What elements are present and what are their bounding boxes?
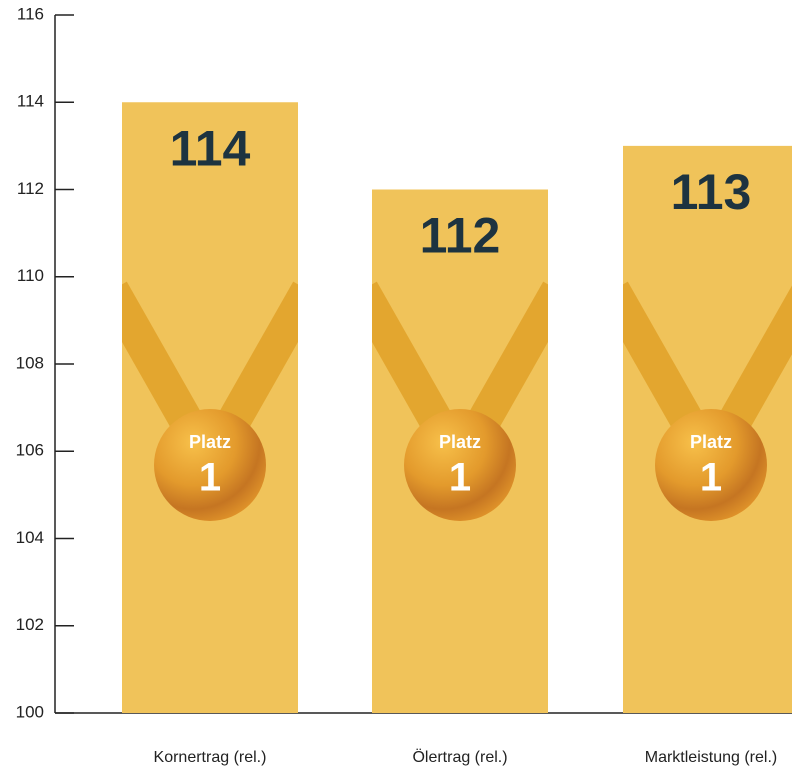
medal (122, 281, 298, 521)
medal-disc (655, 409, 767, 521)
medal-rank: 1 (700, 456, 722, 500)
medal-disc (154, 409, 266, 521)
y-tick-label: 100 (16, 702, 44, 721)
y-tick-label: 114 (17, 92, 44, 111)
medal (623, 281, 792, 521)
x-tick-label: Kornertrag (rel.) (154, 749, 267, 766)
medal-rank: 1 (449, 456, 471, 500)
y-tick-label: 110 (17, 266, 44, 285)
y-tick-label: 108 (16, 353, 44, 372)
medal-label: Platz (690, 432, 732, 452)
medal-label: Platz (439, 432, 481, 452)
value-label: 114 (170, 120, 251, 176)
y-tick-label: 106 (16, 441, 44, 460)
x-tick-label: Marktleistung (rel.) (645, 749, 777, 766)
bar (122, 102, 298, 713)
medal-disc (404, 409, 516, 521)
medal (372, 281, 548, 521)
value-label: 112 (420, 208, 501, 264)
x-tick-label: Ölertrag (rel.) (412, 748, 507, 766)
medal-rank: 1 (199, 456, 221, 500)
value-label: 113 (671, 164, 752, 220)
y-tick-label: 112 (17, 179, 44, 198)
y-tick-label: 104 (16, 528, 44, 547)
medal-label: Platz (189, 432, 231, 452)
y-tick-label: 116 (17, 4, 44, 23)
y-tick-label: 102 (16, 615, 44, 634)
